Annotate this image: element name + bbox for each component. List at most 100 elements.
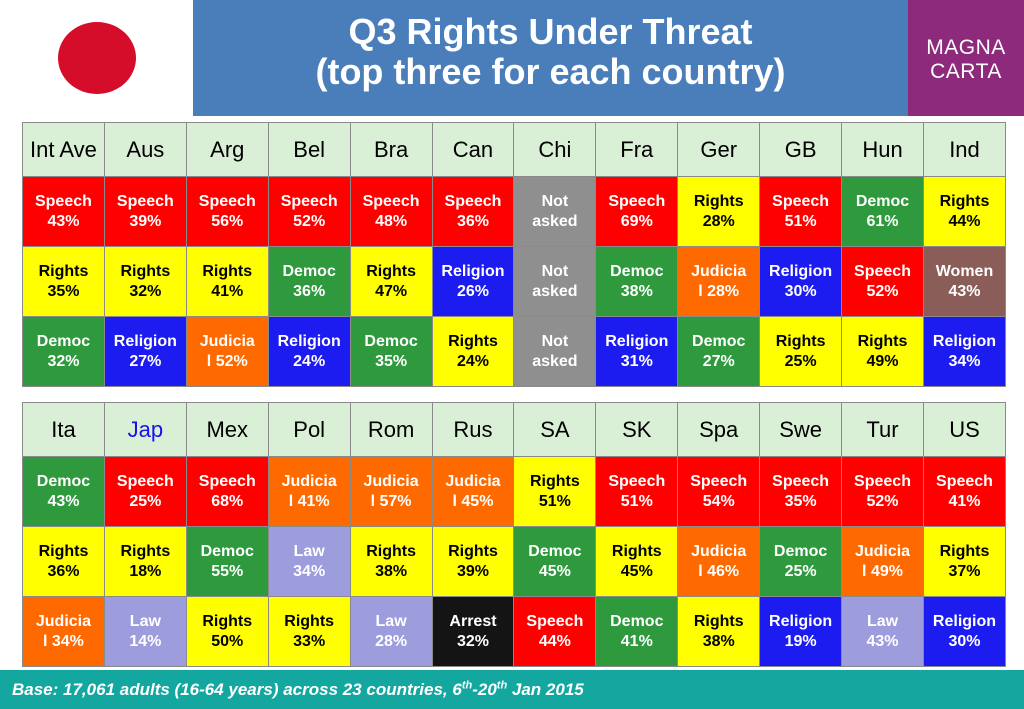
column-header: Ger xyxy=(677,122,761,177)
cell-value: l 52% xyxy=(206,352,248,370)
table-cell: Democ 36% xyxy=(267,246,351,317)
cell-value: 52% xyxy=(866,282,899,300)
cell-label: Speech xyxy=(116,472,174,490)
cell-value: 52% xyxy=(293,212,326,230)
table-cell: Religion 24% xyxy=(267,316,351,387)
table-cell: Law 43% xyxy=(841,596,924,667)
column-header: Jap xyxy=(103,402,187,457)
cell-value: l 45% xyxy=(452,492,494,510)
table-cell: Law 14% xyxy=(103,596,187,667)
cell-value: 34% xyxy=(293,562,326,580)
cell-label: Democ xyxy=(773,542,828,560)
cell-label: Democ xyxy=(610,262,664,280)
cell-label: Law xyxy=(375,612,407,630)
cell-value: l 41% xyxy=(288,492,330,510)
cell-value: 39% xyxy=(129,212,162,230)
title-line-2: (top three for each country) xyxy=(315,51,786,92)
cell-value: 25% xyxy=(129,492,162,510)
cell-label: Law xyxy=(129,612,161,630)
cell-label: Speech xyxy=(936,472,993,490)
table-cell: Religion 26% xyxy=(431,246,515,317)
cell-label: Rights xyxy=(38,542,89,560)
cell-label: Rights xyxy=(775,332,826,350)
cell-value: 14% xyxy=(129,632,162,650)
cell-value: 32% xyxy=(47,352,80,370)
table-cell: Democ 55% xyxy=(185,526,269,597)
table-cell: Speech 51% xyxy=(759,176,843,247)
cell-label: Rights xyxy=(939,542,990,560)
cell-value: 24% xyxy=(293,352,326,370)
table-cell: Speech 52% xyxy=(841,456,924,527)
table-cell: Rights 38% xyxy=(677,596,761,667)
table-cell: Religion 34% xyxy=(922,316,1007,387)
cell-value: 54% xyxy=(702,492,735,510)
cell-label: Women xyxy=(935,262,994,280)
footer-base-note: Base: 17,061 adults (16-64 years) across… xyxy=(0,670,1024,709)
cell-label: Speech xyxy=(608,472,666,490)
table-cell: Rights 45% xyxy=(595,526,679,597)
cell-label: Religion xyxy=(932,332,997,350)
cell-value: 51% xyxy=(620,492,653,510)
table-cell: Democ 38% xyxy=(595,246,679,317)
cell-label: Speech xyxy=(608,192,666,210)
table-cell: Women 43% xyxy=(922,246,1007,317)
table-cell: Judicia l 34% xyxy=(22,596,105,667)
cell-label: Rights xyxy=(448,332,498,350)
cell-label: Democ xyxy=(282,262,336,280)
cell-value: 24% xyxy=(456,352,489,370)
table-cell: Democ 32% xyxy=(22,316,105,387)
column-header: Int Ave xyxy=(22,122,105,177)
cell-value: 51% xyxy=(538,492,571,510)
column-header: Chi xyxy=(513,122,597,177)
column-header: Bel xyxy=(267,122,351,177)
cell-label: Speech xyxy=(362,192,420,210)
cell-value: 31% xyxy=(620,352,653,370)
cell-value: 26% xyxy=(456,282,489,300)
table-cell: Judicia l 45% xyxy=(431,456,515,527)
table-cell: Rights 18% xyxy=(103,526,187,597)
cell-value: 43% xyxy=(47,492,80,510)
table-cell: Speech 48% xyxy=(349,176,433,247)
column-header: Can xyxy=(431,122,515,177)
cell-value: asked xyxy=(532,282,578,300)
table-cell: Speech 52% xyxy=(267,176,351,247)
cell-label: Rights xyxy=(202,262,253,280)
cell-value: 38% xyxy=(375,562,408,580)
cell-label: Democ xyxy=(364,332,418,350)
cell-value: 35% xyxy=(784,492,817,510)
table-cell: Rights 47% xyxy=(349,246,433,317)
column-header: Hun xyxy=(841,122,924,177)
table-cell: Law 34% xyxy=(267,526,351,597)
cell-label: Law xyxy=(293,542,325,560)
table-cell: Speech 68% xyxy=(185,456,269,527)
cell-value: asked xyxy=(532,352,578,370)
table-cell: Judicia l 57% xyxy=(349,456,433,527)
cell-value: 61% xyxy=(866,212,899,230)
cell-value: 44% xyxy=(538,632,571,650)
cell-value: l 34% xyxy=(42,632,84,650)
column-header: Swe xyxy=(759,402,843,457)
cell-value: 55% xyxy=(211,562,244,580)
table-cell: Rights 24% xyxy=(431,316,515,387)
table-cell: Democ 25% xyxy=(759,526,843,597)
cell-value: 47% xyxy=(375,282,408,300)
table-cell: Speech 54% xyxy=(677,456,761,527)
table-cell: Speech 43% xyxy=(22,176,105,247)
flag-circle-icon xyxy=(58,22,136,94)
cell-value: 27% xyxy=(702,352,735,370)
cell-value: 28% xyxy=(375,632,408,650)
cell-value: 27% xyxy=(129,352,162,370)
cell-label: Speech xyxy=(116,192,174,210)
table-cell: Rights 36% xyxy=(22,526,105,597)
cell-value: 50% xyxy=(211,632,244,650)
cell-label: Democ xyxy=(610,612,664,630)
cell-label: Judicia xyxy=(445,472,501,490)
cell-label: Religion xyxy=(769,262,833,280)
table-cell: Judicia l 52% xyxy=(185,316,269,387)
table-cell: Rights 38% xyxy=(349,526,433,597)
cell-label: Speech xyxy=(854,472,911,490)
cell-label: Judicia xyxy=(281,472,337,490)
table-cell: Religion 19% xyxy=(759,596,843,667)
cell-value: 51% xyxy=(784,212,817,230)
table-cell: Democ 45% xyxy=(513,526,597,597)
